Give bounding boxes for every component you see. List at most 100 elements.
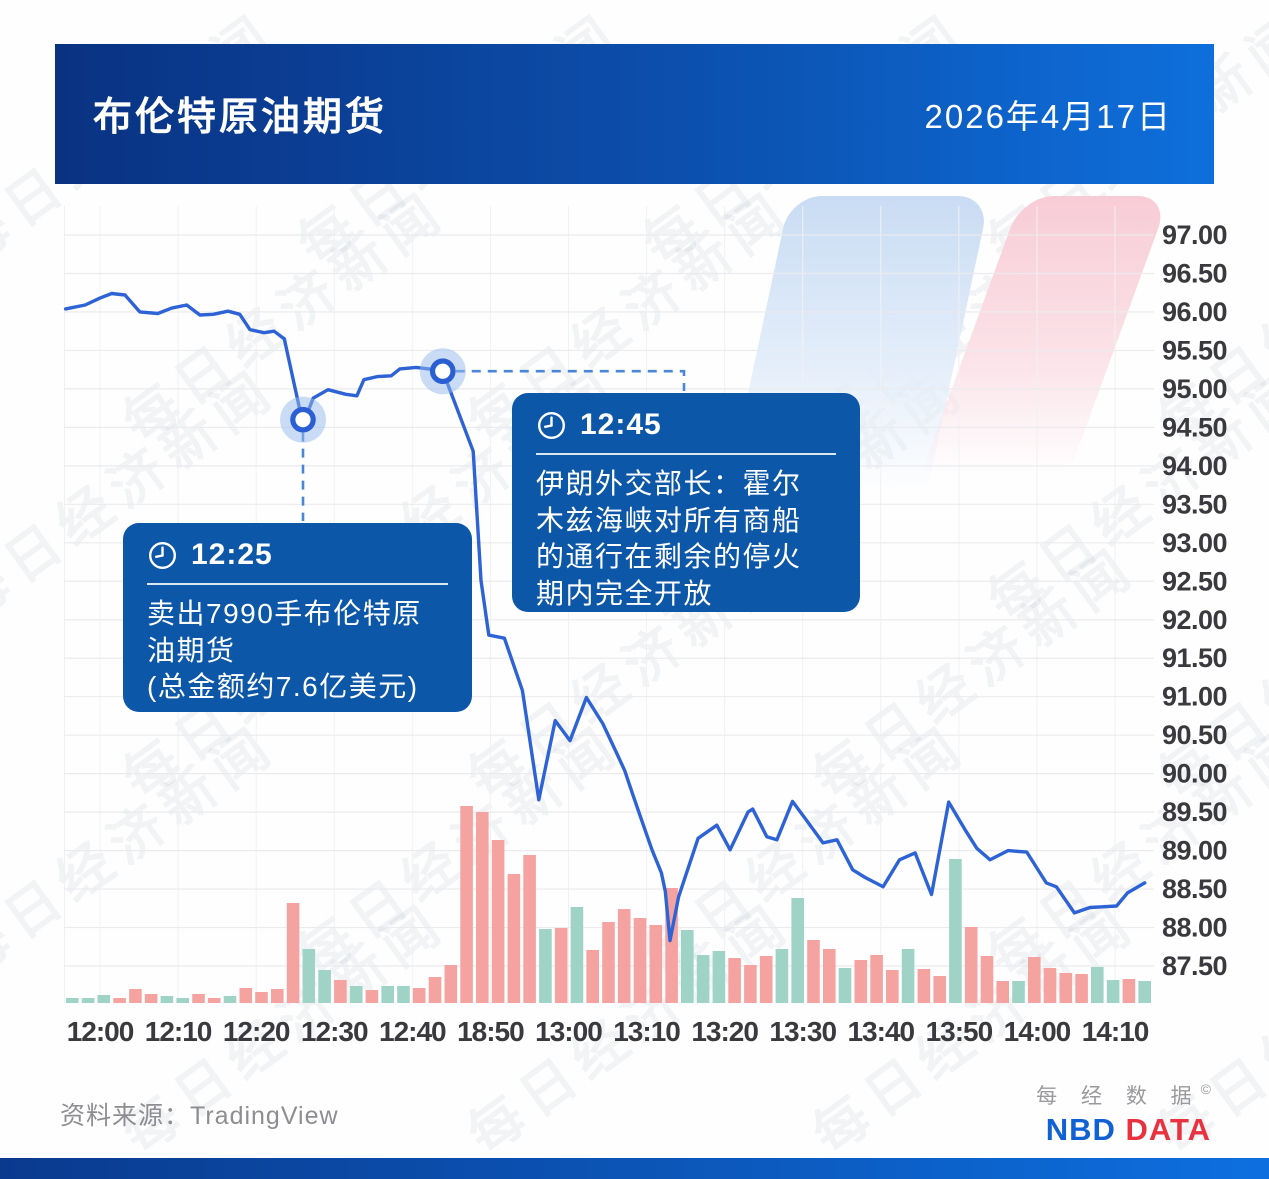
volume-bar — [1059, 973, 1073, 1003]
event-markers — [280, 348, 466, 443]
y-tick-label: 96.50 — [1162, 258, 1227, 288]
volume-bar — [775, 949, 789, 1003]
volume-bar — [712, 951, 726, 1003]
volume-bar — [759, 956, 773, 1003]
page-title: 布伦特原油期货 — [93, 96, 388, 139]
x-tick-label: 12:10 — [145, 1016, 212, 1047]
y-tick-label: 94.00 — [1162, 451, 1227, 481]
volume-bar — [949, 859, 962, 1003]
volume-bar — [428, 977, 442, 1003]
volume-bar — [1106, 980, 1120, 1003]
event-marker — [429, 358, 456, 385]
volume-bar — [239, 988, 253, 1003]
volume-bar — [491, 840, 505, 1003]
volume-bar — [192, 994, 205, 1003]
volume-bar — [554, 928, 568, 1003]
event-text: 伊朗外交部长：霍尔 木兹海峡对所有商船 的通行在剩余的停火 期内完全开放 — [536, 468, 802, 610]
y-tick-label: 89.00 — [1162, 836, 1227, 866]
volume-bar — [681, 930, 694, 1003]
header-banner: 布伦特原油期货 2026年4月17日 — [55, 44, 1214, 184]
volume-bar — [807, 940, 820, 1003]
volume-bar — [523, 855, 536, 1003]
volume-bar — [318, 970, 331, 1003]
event-connectors — [301, 369, 686, 521]
divider — [536, 453, 836, 455]
y-tick-label: 96.00 — [1162, 297, 1227, 327]
volume-bar — [349, 986, 363, 1003]
x-tick-label: 13:40 — [847, 1016, 914, 1047]
y-tick-label: 90.00 — [1162, 759, 1227, 789]
event-time: 12:25 — [191, 538, 273, 571]
x-tick-label: 13:20 — [691, 1016, 758, 1047]
volume-bar — [129, 989, 142, 1003]
volume-bar — [617, 909, 631, 1003]
x-tick-label: 12:40 — [379, 1016, 446, 1047]
y-tick-label: 95.00 — [1162, 374, 1227, 404]
event-callout-head: 12:45 — [536, 408, 836, 442]
x-tick-label: 13:50 — [926, 1016, 993, 1047]
y-tick-label: 89.50 — [1162, 797, 1227, 827]
volume-bar — [223, 996, 237, 1003]
volume-bar — [412, 988, 426, 1003]
volume-bar — [791, 898, 804, 1003]
event-callout-1225: 12:25 卖出7990手布伦特原 油期货 (总金额约7.6亿美元) — [123, 523, 472, 712]
y-axis-labels: 97.00 96.50 96.00 95.50 95.00 94.50 94.00 93.50… — [1162, 220, 1228, 981]
volume-bar — [964, 927, 978, 1003]
volume-bar — [696, 955, 710, 1003]
volume-bar — [570, 907, 584, 1003]
volume-bar — [744, 965, 757, 1003]
x-tick-label: 12:20 — [223, 1016, 290, 1047]
volume-bar — [901, 949, 915, 1003]
volume-bar — [271, 989, 284, 1003]
volume-bar — [302, 949, 316, 1003]
volume-bar — [381, 986, 394, 1003]
volume-bar — [113, 998, 126, 1003]
y-tick-label: 97.00 — [1162, 220, 1227, 250]
data-source-label: 资料来源：TradingView — [60, 1102, 339, 1130]
nbd-logo-latin: NBD DATA — [1045, 1112, 1211, 1147]
volume-bars — [66, 806, 1151, 1003]
volume-bar — [854, 960, 868, 1003]
volume-bar — [255, 992, 268, 1003]
volume-bar — [207, 998, 221, 1003]
bottom-accent-bar — [0, 1158, 1269, 1179]
x-tick-label: 12:30 — [301, 1016, 368, 1047]
volume-bar — [917, 969, 931, 1003]
volume-bar — [1043, 968, 1057, 1003]
volume-bar — [397, 986, 410, 1003]
y-tick-label: 88.00 — [1162, 913, 1227, 943]
volume-bar — [980, 956, 994, 1003]
volume-bar — [1012, 981, 1025, 1003]
price-line — [63, 291, 1147, 943]
x-tick-label: 13:30 — [769, 1016, 836, 1047]
event-callout-1245: 12:45 伊朗外交部长：霍尔 木兹海峡对所有商船 的通行在剩余的停火 期内完全… — [512, 393, 860, 612]
y-tick-label: 92.00 — [1162, 605, 1227, 635]
header-date: 2026年4月17日 — [924, 98, 1172, 135]
y-tick-label: 93.50 — [1162, 489, 1227, 519]
x-tick-label: 12:00 — [67, 1016, 134, 1047]
volume-bar — [996, 981, 1009, 1003]
copyright-mark: © — [1200, 1081, 1211, 1097]
volume-bar — [176, 998, 189, 1003]
volume-bar — [633, 918, 647, 1003]
volume-bar — [539, 929, 552, 1003]
clock-icon — [147, 540, 178, 571]
volume-bar — [1122, 979, 1136, 1003]
volume-bar — [602, 922, 615, 1003]
volume-bar — [933, 976, 946, 1003]
volume-bar — [144, 994, 158, 1003]
y-tick-label: 93.00 — [1162, 528, 1227, 558]
y-tick-label: 92.50 — [1162, 566, 1227, 596]
nbd-data-logo: 每 经 数 据© NBD DATA — [1036, 1080, 1211, 1148]
volume-bar — [286, 903, 300, 1003]
x-tick-label: 14:00 — [1004, 1016, 1071, 1047]
y-tick-label: 88.50 — [1162, 874, 1227, 904]
event-callout-head: 12:25 — [147, 538, 448, 572]
volume-bar — [728, 958, 741, 1003]
nbd-logo-chinese: 每 经 数 据© — [1036, 1081, 1211, 1108]
volume-bar — [838, 968, 852, 1003]
volume-bar — [460, 806, 473, 1003]
volume-bar — [649, 925, 663, 1003]
